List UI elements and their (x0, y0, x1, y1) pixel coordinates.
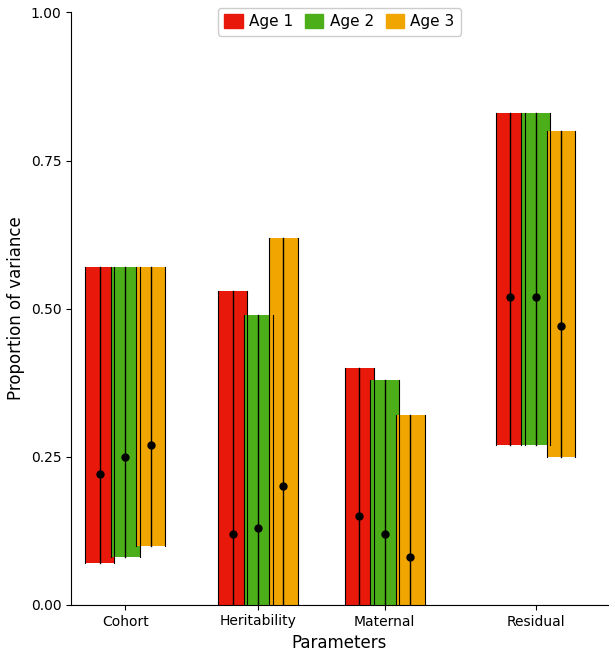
Y-axis label: Proportion of variance: Proportion of variance (7, 217, 25, 401)
Legend: Age 1, Age 2, Age 3: Age 1, Age 2, Age 3 (218, 8, 461, 36)
X-axis label: Parameters: Parameters (292, 634, 387, 652)
